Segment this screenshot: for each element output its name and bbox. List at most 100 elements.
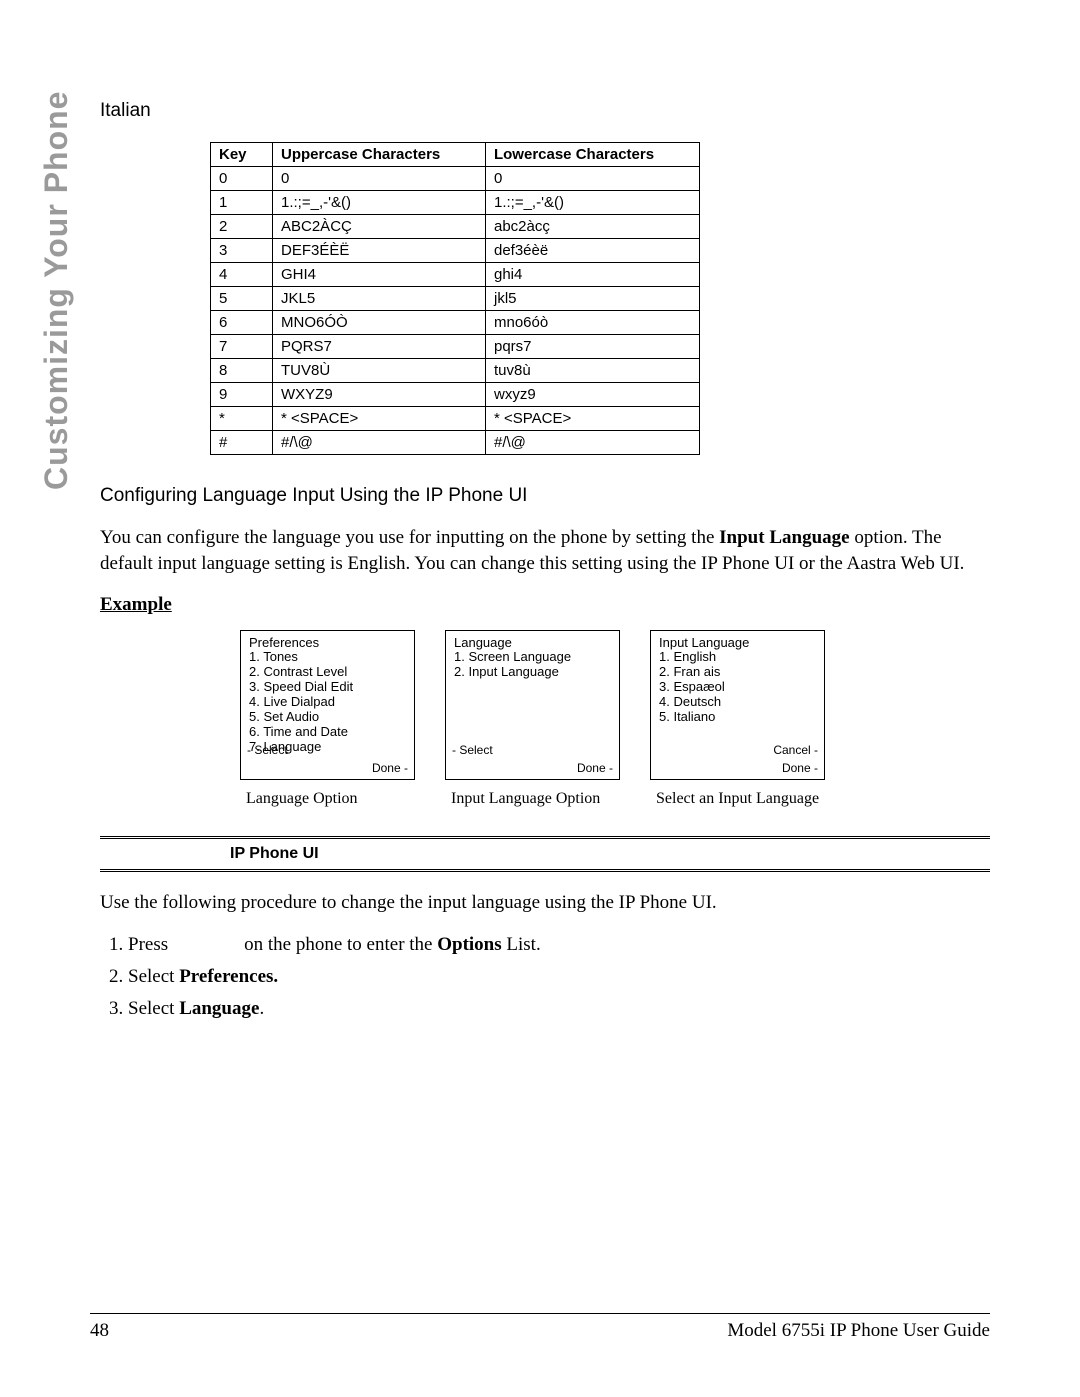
screen-left-button: - Select bbox=[452, 743, 493, 757]
screen-item: 5. Italiano bbox=[659, 710, 816, 725]
screen-caption: Input Language Option bbox=[445, 790, 620, 808]
screen-box: Preferences1. Tones2. Contrast Level3. S… bbox=[240, 630, 415, 780]
table-cell: ghi4 bbox=[485, 263, 699, 287]
table-cell: 0 bbox=[273, 167, 486, 191]
table-row: 11.:;=_,-'&()1.:;=_,-'&() bbox=[211, 191, 700, 215]
body-paragraph: You can configure the language you use f… bbox=[100, 525, 990, 576]
screen-title: Input Language bbox=[659, 635, 816, 650]
table-cell: abc2àcç bbox=[485, 215, 699, 239]
heading-italian: Italian bbox=[100, 100, 990, 122]
table-cell: 1 bbox=[211, 191, 273, 215]
table-row: 000 bbox=[211, 167, 700, 191]
table-cell: JKL5 bbox=[273, 287, 486, 311]
table-header-row: Key Uppercase Characters Lowercase Chara… bbox=[211, 143, 700, 167]
screen-item: 1. Screen Language bbox=[454, 650, 611, 665]
table-cell: tuv8ù bbox=[485, 359, 699, 383]
table-cell: * bbox=[211, 407, 273, 431]
table-cell: jkl5 bbox=[485, 287, 699, 311]
table-cell: PQRS7 bbox=[273, 335, 486, 359]
table-cell: * <SPACE> bbox=[273, 407, 486, 431]
table-cell: ABC2ÀCÇ bbox=[273, 215, 486, 239]
table-cell: * <SPACE> bbox=[485, 407, 699, 431]
table-cell: 1.:;=_,-'&() bbox=[485, 191, 699, 215]
table-cell: WXYZ9 bbox=[273, 383, 486, 407]
table-cell: TUV8Ù bbox=[273, 359, 486, 383]
table-cell: 4 bbox=[211, 263, 273, 287]
table-cell: #/\@ bbox=[273, 431, 486, 455]
screen: Input Language1. English2. Fran ais3. Es… bbox=[650, 630, 825, 808]
table-cell: 5 bbox=[211, 287, 273, 311]
text: You can configure the language you use f… bbox=[100, 527, 719, 548]
screen-items: 1. Tones2. Contrast Level3. Speed Dial E… bbox=[249, 650, 406, 755]
page-number: 48 bbox=[90, 1320, 109, 1342]
screen: Preferences1. Tones2. Contrast Level3. S… bbox=[240, 630, 415, 808]
screen-done-button: Done - bbox=[782, 761, 818, 775]
steps-list: Press on the phone to enter the Options … bbox=[100, 934, 990, 1020]
screen-items: 1. Screen Language2. Input Language bbox=[454, 650, 611, 680]
table-header: Key bbox=[211, 143, 273, 167]
screen-title: Preferences bbox=[249, 635, 406, 650]
page-footer: 48 Model 6755i IP Phone User Guide bbox=[90, 1313, 990, 1342]
table-row: 6MNO6ÓÒmno6óò bbox=[211, 311, 700, 335]
table-row: 4GHI4ghi4 bbox=[211, 263, 700, 287]
table-row: 9WXYZ9wxyz9 bbox=[211, 383, 700, 407]
screen-item: 3. Speed Dial Edit bbox=[249, 680, 406, 695]
table-cell: 6 bbox=[211, 311, 273, 335]
table-cell: MNO6ÓÒ bbox=[273, 311, 486, 335]
text-bold: Input Language bbox=[719, 527, 849, 548]
example-heading: Example bbox=[100, 594, 990, 616]
screens-row: Preferences1. Tones2. Contrast Level3. S… bbox=[240, 630, 990, 808]
screen-item: 4. Live Dialpad bbox=[249, 695, 406, 710]
step-item: Press on the phone to enter the Options … bbox=[128, 934, 990, 956]
screen-item: 2. Contrast Level bbox=[249, 665, 406, 680]
table-header: Lowercase Characters bbox=[485, 143, 699, 167]
ip-phone-ui-bar: IP Phone UI bbox=[100, 836, 990, 872]
section-heading: Configuring Language Input Using the IP … bbox=[100, 485, 990, 507]
steps-intro: Use the following procedure to change th… bbox=[100, 890, 990, 916]
table-cell: 8 bbox=[211, 359, 273, 383]
screen-title: Language bbox=[454, 635, 611, 650]
table-cell: mno6óò bbox=[485, 311, 699, 335]
table-cell: pqrs7 bbox=[485, 335, 699, 359]
screen-item: 3. Espaæol bbox=[659, 680, 816, 695]
table-row: 3DEF3ÉÈËdef3éèë bbox=[211, 239, 700, 263]
side-chapter-title: Customizing Your Phone bbox=[38, 91, 75, 490]
table-row: 2ABC2ÀCÇabc2àcç bbox=[211, 215, 700, 239]
screen-item: 1. English bbox=[659, 650, 816, 665]
table-row: 5JKL5jkl5 bbox=[211, 287, 700, 311]
screen-caption: Language Option bbox=[240, 790, 415, 808]
screen-done-button: Done - bbox=[577, 761, 613, 775]
screen-cancel-button: Cancel - bbox=[773, 743, 818, 757]
table-cell: 9 bbox=[211, 383, 273, 407]
screen-items: 1. English2. Fran ais3. Espaæol4. Deutsc… bbox=[659, 650, 816, 725]
footer-title: Model 6755i IP Phone User Guide bbox=[727, 1320, 990, 1342]
table-cell: 2 bbox=[211, 215, 273, 239]
table-row: 8TUV8Ùtuv8ù bbox=[211, 359, 700, 383]
screen-item: 4. Deutsch bbox=[659, 695, 816, 710]
step-item: Select Preferences. bbox=[128, 966, 990, 988]
table-cell: 0 bbox=[485, 167, 699, 191]
table-cell: 1.:;=_,-'&() bbox=[273, 191, 486, 215]
screen-item: 2. Input Language bbox=[454, 665, 611, 680]
table-cell: #/\@ bbox=[485, 431, 699, 455]
content-area: Italian Key Uppercase Characters Lowerca… bbox=[100, 100, 990, 1020]
table-row: 7PQRS7pqrs7 bbox=[211, 335, 700, 359]
character-table: Key Uppercase Characters Lowercase Chara… bbox=[210, 142, 700, 455]
step-item: Select Language. bbox=[128, 998, 990, 1020]
screen-item: 5. Set Audio bbox=[249, 710, 406, 725]
table-header: Uppercase Characters bbox=[273, 143, 486, 167]
table-cell: 0 bbox=[211, 167, 273, 191]
table-cell: DEF3ÉÈË bbox=[273, 239, 486, 263]
table-cell: 3 bbox=[211, 239, 273, 263]
table-row: ** <SPACE>* <SPACE> bbox=[211, 407, 700, 431]
table-cell: wxyz9 bbox=[485, 383, 699, 407]
screen: Language1. Screen Language2. Input Langu… bbox=[445, 630, 620, 808]
table-cell: def3éèë bbox=[485, 239, 699, 263]
screen-item: 2. Fran ais bbox=[659, 665, 816, 680]
table-cell: 7 bbox=[211, 335, 273, 359]
screen-left-button: - Select bbox=[247, 743, 288, 757]
screen-item: 1. Tones bbox=[249, 650, 406, 665]
table-cell: # bbox=[211, 431, 273, 455]
screen-box: Language1. Screen Language2. Input Langu… bbox=[445, 630, 620, 780]
table-cell: GHI4 bbox=[273, 263, 486, 287]
